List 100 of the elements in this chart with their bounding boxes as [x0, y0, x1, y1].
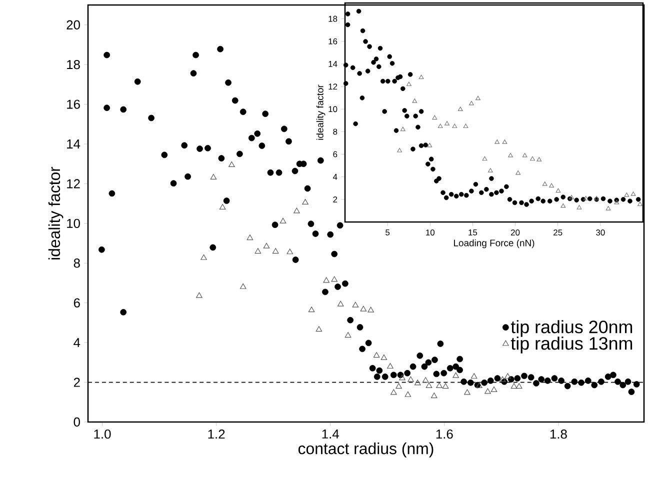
point: [508, 152, 513, 158]
x-tick-label: 25: [554, 230, 562, 236]
point: [254, 248, 262, 254]
point: [397, 148, 402, 152]
point: [522, 152, 528, 158]
point: [368, 306, 374, 312]
point: [583, 196, 588, 200]
point: [219, 204, 226, 210]
point: [418, 74, 424, 80]
point: [606, 206, 611, 210]
point: [272, 248, 279, 254]
point: [210, 174, 217, 180]
point: [373, 352, 380, 358]
x-axis-title: Loading Force (nN): [454, 239, 534, 248]
x-tick-label: 1.2: [208, 430, 225, 439]
point: [196, 292, 202, 298]
point: [560, 203, 566, 208]
point: [490, 386, 498, 392]
point: [436, 382, 442, 388]
x-tick-label: 1.8: [550, 430, 567, 439]
y-tick-label: 20: [66, 20, 80, 30]
point: [337, 300, 344, 306]
point: [422, 377, 429, 383]
y-tick-label: 16: [328, 38, 338, 44]
x-tick-label: 1.6: [436, 430, 453, 439]
y-axis-title: ideality factor: [48, 166, 64, 260]
point: [331, 276, 338, 282]
point: [444, 120, 450, 126]
y-tick-label: 10: [67, 218, 80, 228]
y-tick-label: 0: [74, 417, 80, 427]
point: [294, 208, 300, 214]
point: [442, 383, 449, 389]
point: [536, 157, 542, 162]
point: [352, 302, 359, 308]
point: [530, 156, 535, 161]
point: [246, 234, 254, 240]
point: [432, 115, 438, 120]
y-tick-label: 12: [67, 179, 80, 188]
point: [494, 140, 500, 144]
point: [549, 183, 554, 188]
x-tick-label: 30: [596, 230, 605, 236]
y-tick-label: 14: [67, 140, 80, 148]
point: [344, 332, 352, 338]
y-axis-title: ideality factor: [316, 84, 326, 140]
point: [488, 168, 493, 172]
point: [463, 124, 468, 128]
point: [576, 204, 582, 210]
point: [464, 389, 470, 395]
y-tick-label: 8: [333, 128, 338, 135]
point: [404, 391, 412, 397]
point: [316, 326, 322, 332]
point: [468, 100, 474, 106]
point: [484, 388, 491, 394]
point: [302, 198, 308, 205]
point: [638, 202, 642, 206]
y-tick-label: 12: [328, 84, 338, 90]
point: [200, 254, 207, 260]
x-tick-label: 5: [386, 230, 390, 236]
point: [390, 389, 397, 395]
point: [380, 354, 388, 360]
point: [630, 192, 636, 196]
y-tick-label: 2: [333, 196, 338, 202]
y-tick-label: 10: [328, 106, 338, 112]
point: [387, 363, 394, 369]
y-tick-label: 6: [333, 151, 338, 158]
point: [286, 248, 294, 254]
y-tick-label: 4: [332, 174, 338, 180]
point: [452, 372, 459, 378]
point: [323, 277, 330, 283]
x-tick-label: 1.4: [322, 430, 339, 438]
point: [431, 392, 438, 398]
point: [482, 156, 488, 161]
point: [240, 283, 246, 289]
point: [516, 170, 521, 175]
point: [458, 106, 463, 111]
point: [414, 380, 421, 386]
x-tick-label: 15: [468, 230, 478, 236]
x-tick-label: 1.0: [94, 430, 111, 439]
y-tick-label: 8: [74, 258, 80, 268]
point: [308, 306, 315, 312]
point: [399, 374, 406, 380]
x-axis-title: contact radius (nm): [298, 442, 434, 458]
y-tick-label: 16: [67, 100, 80, 109]
point: [400, 126, 406, 132]
point: [406, 82, 412, 86]
point: [427, 142, 432, 148]
point: [499, 376, 506, 382]
y-tick-label: 2: [74, 378, 80, 387]
y-tick-label: 6: [74, 298, 80, 308]
point: [502, 140, 508, 144]
legend-label: tip radius 13nm: [510, 336, 632, 354]
point: [452, 124, 458, 128]
point: [624, 192, 630, 197]
point: [510, 383, 518, 389]
point: [556, 188, 561, 193]
y-tick-label: 4: [74, 338, 80, 348]
point: [408, 376, 414, 382]
point: [280, 218, 286, 224]
point: [470, 373, 478, 379]
y-tick-label: 14: [328, 61, 338, 67]
